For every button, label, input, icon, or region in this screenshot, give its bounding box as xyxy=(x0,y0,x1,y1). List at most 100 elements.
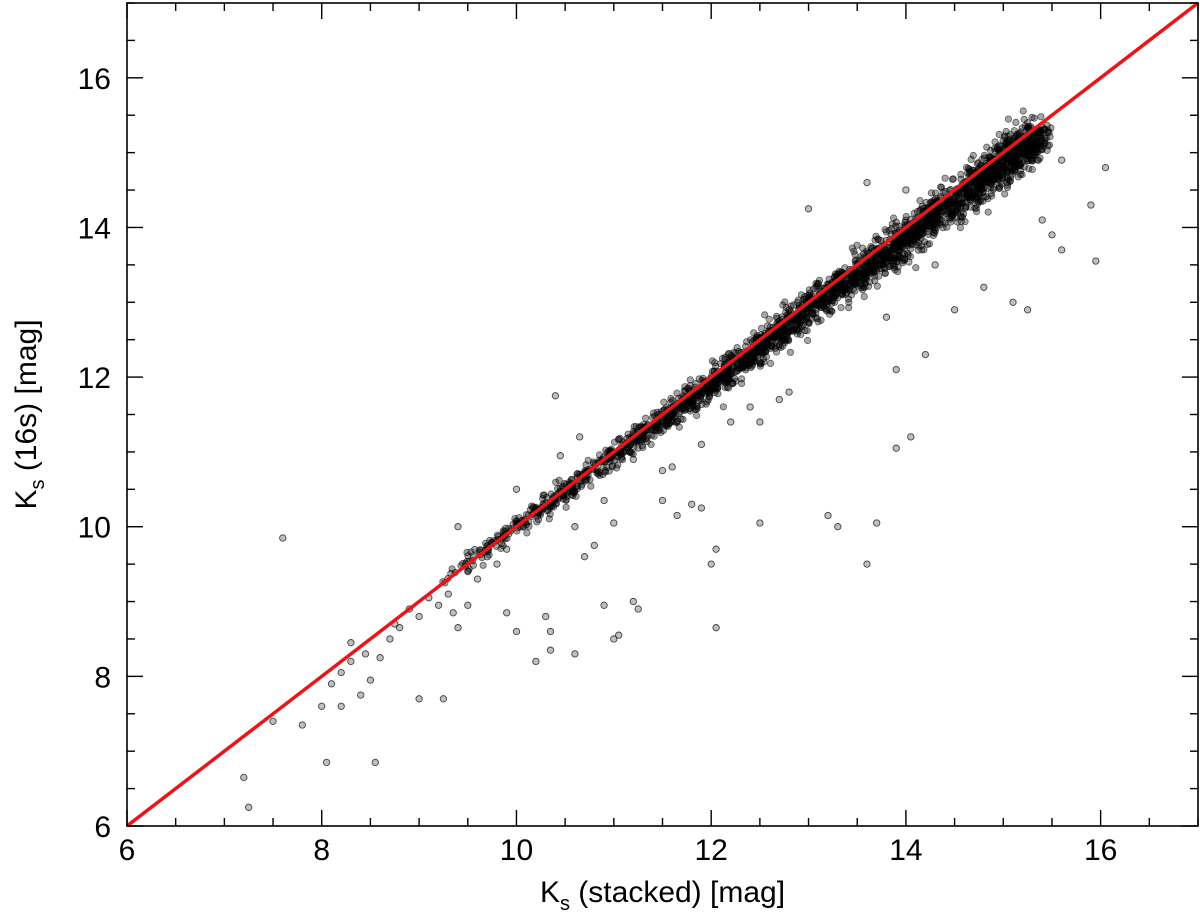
cloud-point xyxy=(851,270,859,279)
scatter-point xyxy=(503,545,511,553)
cloud-point xyxy=(927,218,936,226)
scatter-point xyxy=(902,186,910,194)
scatter-point xyxy=(1058,156,1066,164)
cloud-point xyxy=(584,456,592,464)
scatter-point xyxy=(576,433,584,441)
cloud-point xyxy=(837,303,845,312)
cloud-point xyxy=(1040,136,1049,144)
cloud-point xyxy=(844,295,853,303)
cloud-point xyxy=(593,469,601,477)
cloud-point xyxy=(448,565,456,573)
x-axis-label: Ks (stacked) [mag] xyxy=(540,876,785,915)
cloud-point xyxy=(860,292,868,301)
cloud-point xyxy=(954,206,962,214)
cloud-point xyxy=(802,314,810,322)
scatter-point xyxy=(921,350,930,359)
cloud-point xyxy=(1028,138,1037,146)
scatter-point xyxy=(415,612,423,621)
cloud-point xyxy=(1044,128,1052,136)
cloud-point xyxy=(766,359,775,367)
cloud-point xyxy=(793,321,801,329)
scatter-point xyxy=(1048,231,1056,239)
cloud-point xyxy=(956,224,965,232)
cloud-point xyxy=(825,290,833,298)
scatter-point xyxy=(240,773,248,782)
cloud-point xyxy=(562,496,570,504)
y-tick-label: 14 xyxy=(78,212,111,245)
x-tick-label: 16 xyxy=(1084,834,1117,867)
cloud-point xyxy=(686,395,695,403)
cloud-point xyxy=(1028,165,1036,174)
scatter-point xyxy=(600,496,608,505)
scatter-point xyxy=(892,444,900,452)
scatter-point xyxy=(756,418,764,426)
cloud-point xyxy=(1006,177,1015,185)
cloud-point xyxy=(615,435,623,443)
scatter-point xyxy=(454,624,462,632)
scatter-point xyxy=(449,609,457,617)
cloud-point xyxy=(647,440,655,448)
cloud-point xyxy=(479,561,487,569)
cloud-point xyxy=(772,330,780,338)
cloud-point xyxy=(749,356,758,364)
cloud-point xyxy=(1010,156,1018,165)
cloud-point xyxy=(803,327,811,335)
cloud-point xyxy=(1019,107,1027,115)
scatter-point xyxy=(697,504,706,512)
cloud-point xyxy=(1023,152,1032,160)
scatter-point xyxy=(546,646,555,654)
cloud-point xyxy=(1044,142,1052,150)
scatter-point xyxy=(834,523,842,531)
x-tick-labels: 6 8 10 12 14 16 xyxy=(119,834,1118,867)
cloud-point xyxy=(913,207,922,216)
cloud-point xyxy=(898,239,906,248)
scatter-point xyxy=(366,676,375,684)
cloud-point xyxy=(647,426,656,434)
scatter-points xyxy=(240,156,1110,811)
cloud-point xyxy=(998,169,1007,177)
cloud-point xyxy=(711,359,719,367)
y-tick-label: 8 xyxy=(94,661,111,694)
scatter-point xyxy=(512,485,521,493)
cloud-point xyxy=(660,398,668,406)
cloud-point xyxy=(939,218,947,226)
cloud-point xyxy=(1037,113,1045,121)
cloud-point xyxy=(995,130,1003,139)
cloud-point xyxy=(696,396,705,404)
cloud-point xyxy=(954,197,962,205)
cloud-point xyxy=(892,258,901,266)
cloud-point xyxy=(845,304,853,312)
cloud-point xyxy=(964,193,973,201)
cloud-point xyxy=(1008,170,1016,178)
cloud-point xyxy=(972,195,981,203)
scatter-point xyxy=(512,627,521,636)
scatter-point xyxy=(298,721,306,729)
cloud-point xyxy=(916,197,924,205)
cloud-point xyxy=(1011,163,1020,171)
scatter-point xyxy=(668,463,676,471)
cloud-point xyxy=(743,338,751,346)
cloud-point xyxy=(1004,115,1013,123)
cloud-point xyxy=(692,411,701,420)
scatter-point xyxy=(1101,163,1110,172)
scatter-point xyxy=(464,567,472,576)
scatter-point xyxy=(756,519,764,527)
cloud-point xyxy=(1028,113,1036,122)
scatter-point xyxy=(357,691,365,699)
scatter-point xyxy=(376,654,384,662)
scatter-point xyxy=(337,702,345,710)
cloud-point xyxy=(937,183,946,191)
scatter-point xyxy=(473,575,482,583)
cloud-point xyxy=(704,396,712,404)
cloud-point xyxy=(904,251,912,259)
scatter-point xyxy=(931,261,939,269)
cloud-point xyxy=(733,343,741,352)
cloud-point xyxy=(1036,154,1044,162)
cloud-point xyxy=(781,298,789,306)
cloud-point xyxy=(467,548,475,556)
cloud-point xyxy=(982,171,990,179)
cloud-point xyxy=(1004,132,1013,140)
cloud-point xyxy=(925,240,934,248)
scatter-point xyxy=(337,668,345,677)
scatter-point xyxy=(483,553,491,561)
